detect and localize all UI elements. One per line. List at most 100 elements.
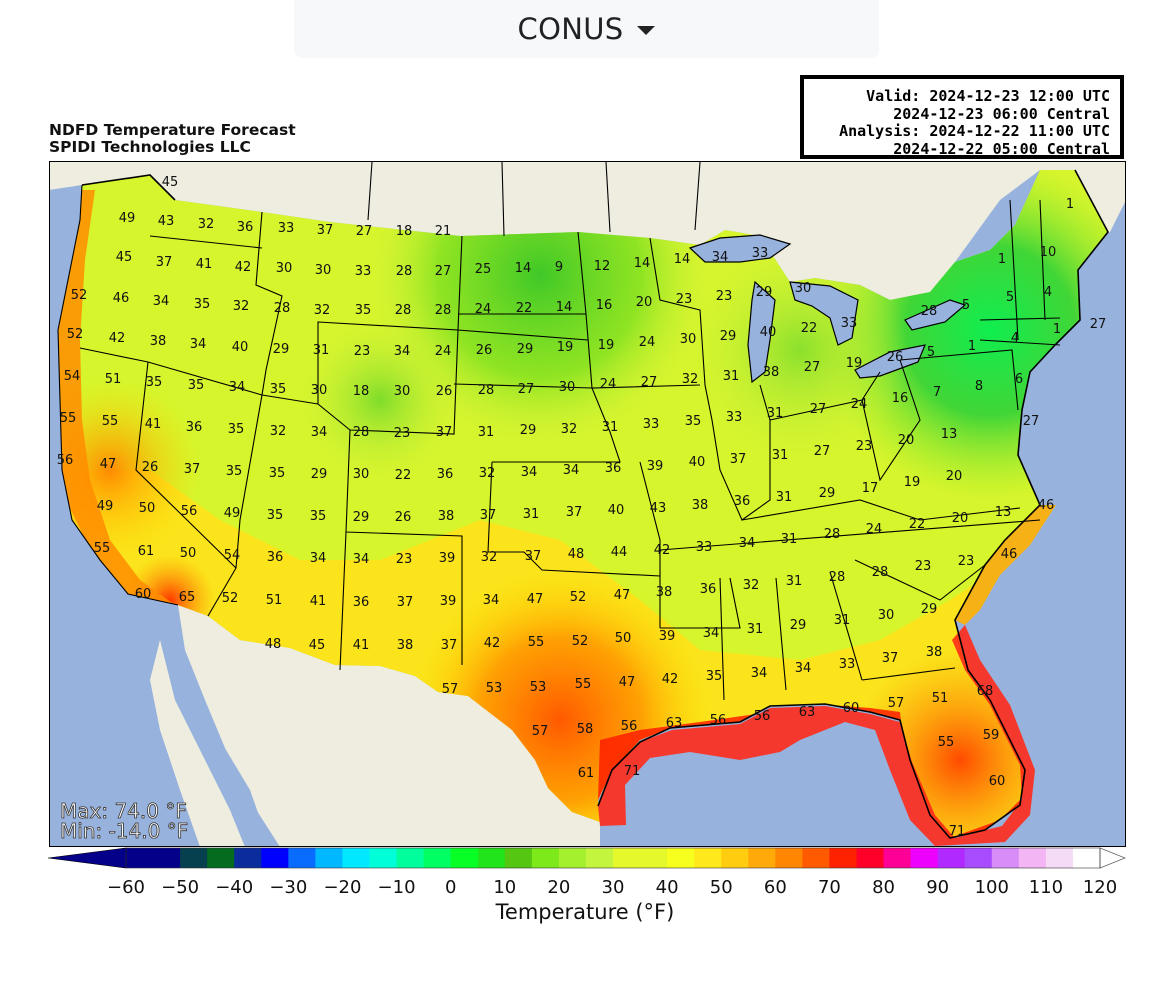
colorbar-tick-label: 40 — [656, 877, 679, 894]
colorbar-tick-label: −60 — [107, 877, 145, 894]
station-temp-label: 34 — [394, 344, 411, 359]
station-temp-label: 52 — [572, 634, 589, 649]
station-temp-label: 29 — [720, 329, 737, 344]
station-temp-label: 33 — [278, 221, 295, 236]
station-temp-label: 30 — [878, 608, 895, 623]
colorbar-tick-label: 30 — [602, 877, 625, 894]
station-temp-label: 35 — [188, 378, 205, 393]
station-temp-label: 34 — [311, 425, 328, 440]
station-temp-label: 32 — [270, 424, 287, 439]
station-temp-label: 40 — [760, 325, 777, 340]
max-temperature: Max: 74.0 °F — [60, 799, 187, 823]
chevron-down-icon[interactable] — [637, 25, 656, 35]
colorbar-segment — [748, 848, 776, 868]
station-temp-label: 39 — [659, 629, 676, 644]
station-temp-label: 27 — [518, 382, 535, 397]
station-temp-label: 37 — [317, 223, 334, 238]
station-temp-label: 31 — [776, 490, 793, 505]
station-temp-label: 39 — [440, 594, 457, 609]
colorbar-ticks: −60 −50 −40 −30 −20 −10 0 10 20 30 40 50 60 70 80 90 100… — [107, 877, 1117, 894]
station-temp-label: 35 — [270, 382, 287, 397]
colorbar-segment — [829, 848, 857, 868]
colorbar-segment — [180, 848, 208, 868]
station-temp-label: 37 — [397, 595, 414, 610]
colorbar-title: Temperature (°F) — [495, 900, 675, 924]
station-temp-label: 14 — [556, 300, 573, 315]
station-temp-label: 37 — [730, 452, 747, 467]
station-temp-label: 36 — [437, 467, 454, 482]
colorbar-tick-label: −30 — [269, 877, 307, 894]
station-temp-label: 29 — [921, 602, 938, 617]
station-temp-label: 29 — [756, 285, 773, 300]
station-temp-label: 47 — [527, 592, 544, 607]
station-temp-label: 71 — [624, 764, 641, 779]
station-temp-label: 40 — [608, 503, 625, 518]
colorbar-segment — [369, 848, 398, 868]
station-temp-label: 59 — [983, 728, 1000, 743]
colorbar-segment — [775, 848, 803, 868]
station-temp-label: 31 — [786, 574, 803, 589]
colorbar-tick-label: 120 — [1083, 877, 1117, 894]
station-temp-label: 23 — [396, 552, 413, 567]
station-temp-label: 29 — [790, 618, 807, 633]
station-temp-label: 33 — [355, 264, 372, 279]
colorbar-tick-label: −10 — [378, 877, 416, 894]
station-temp-label: 20 — [946, 469, 963, 484]
station-temp-label: 4 — [1011, 331, 1019, 346]
station-temp-label: 52 — [222, 591, 239, 606]
colorbar-segment — [585, 848, 614, 868]
station-temp-label: 30 — [680, 332, 697, 347]
station-temp-label: 50 — [615, 631, 632, 646]
gulf-of-california — [175, 640, 270, 847]
station-temp-label: 34 — [310, 551, 327, 566]
station-temp-label: 56 — [621, 719, 638, 734]
station-temp-label: 38 — [438, 509, 455, 524]
station-temp-label: 50 — [180, 546, 197, 561]
station-temp-label: 39 — [647, 459, 664, 474]
colorbar-segment — [910, 848, 939, 868]
baja-land — [150, 640, 245, 847]
station-temp-label: 34 — [229, 380, 246, 395]
station-temp-label: 29 — [819, 486, 836, 501]
station-temp-label: 37 — [480, 508, 497, 523]
station-temp-label: 49 — [119, 211, 136, 226]
station-temp-label: 28 — [353, 425, 370, 440]
station-temp-label: 36 — [237, 220, 254, 235]
station-temp-label: 18 — [396, 224, 413, 239]
station-temp-label: 24 — [475, 302, 492, 317]
station-temp-label: 35 — [706, 669, 723, 684]
colorbar-segment — [531, 848, 560, 868]
colorbar-segment — [450, 848, 479, 868]
station-temp-label: 35 — [146, 375, 163, 390]
colorbar-segment — [937, 848, 966, 868]
station-temp-label: 31 — [478, 425, 495, 440]
colorbar-low-extend — [48, 847, 127, 869]
station-temp-label: 24 — [435, 344, 452, 359]
station-temp-label: 5 — [927, 345, 935, 360]
station-temp-label: 38 — [926, 645, 943, 660]
station-temp-label: 35 — [355, 303, 372, 318]
station-temp-label: 50 — [139, 501, 156, 516]
station-temp-label: 20 — [952, 511, 969, 526]
station-temp-label: 34 — [563, 463, 580, 478]
colorbar-segment — [558, 848, 587, 868]
station-temp-label: 19 — [557, 340, 574, 355]
station-temp-label: 1 — [1066, 197, 1074, 212]
region-selector[interactable]: CONUS — [294, 0, 879, 58]
station-temp-label: 31 — [834, 613, 851, 628]
station-temp-label: 34 — [190, 337, 207, 352]
station-temp-label: 57 — [532, 724, 549, 739]
colorbar-segment — [856, 848, 885, 868]
station-temp-label: 24 — [600, 377, 617, 392]
station-temp-label: 55 — [528, 635, 545, 650]
station-temp-label: 52 — [67, 327, 84, 342]
station-temp-label: 16 — [892, 391, 909, 406]
analysis-central: 2024-12-22 05:00 Central — [893, 139, 1110, 158]
region-selector-label: CONUS — [517, 12, 624, 46]
colorbar-segment — [1072, 848, 1101, 868]
canada-land — [49, 161, 1126, 300]
station-temp-label: 57 — [888, 696, 905, 711]
station-temp-label: 48 — [568, 547, 585, 562]
colorbar-tick-label: 70 — [818, 877, 841, 894]
station-temp-label: 37 — [184, 462, 201, 477]
